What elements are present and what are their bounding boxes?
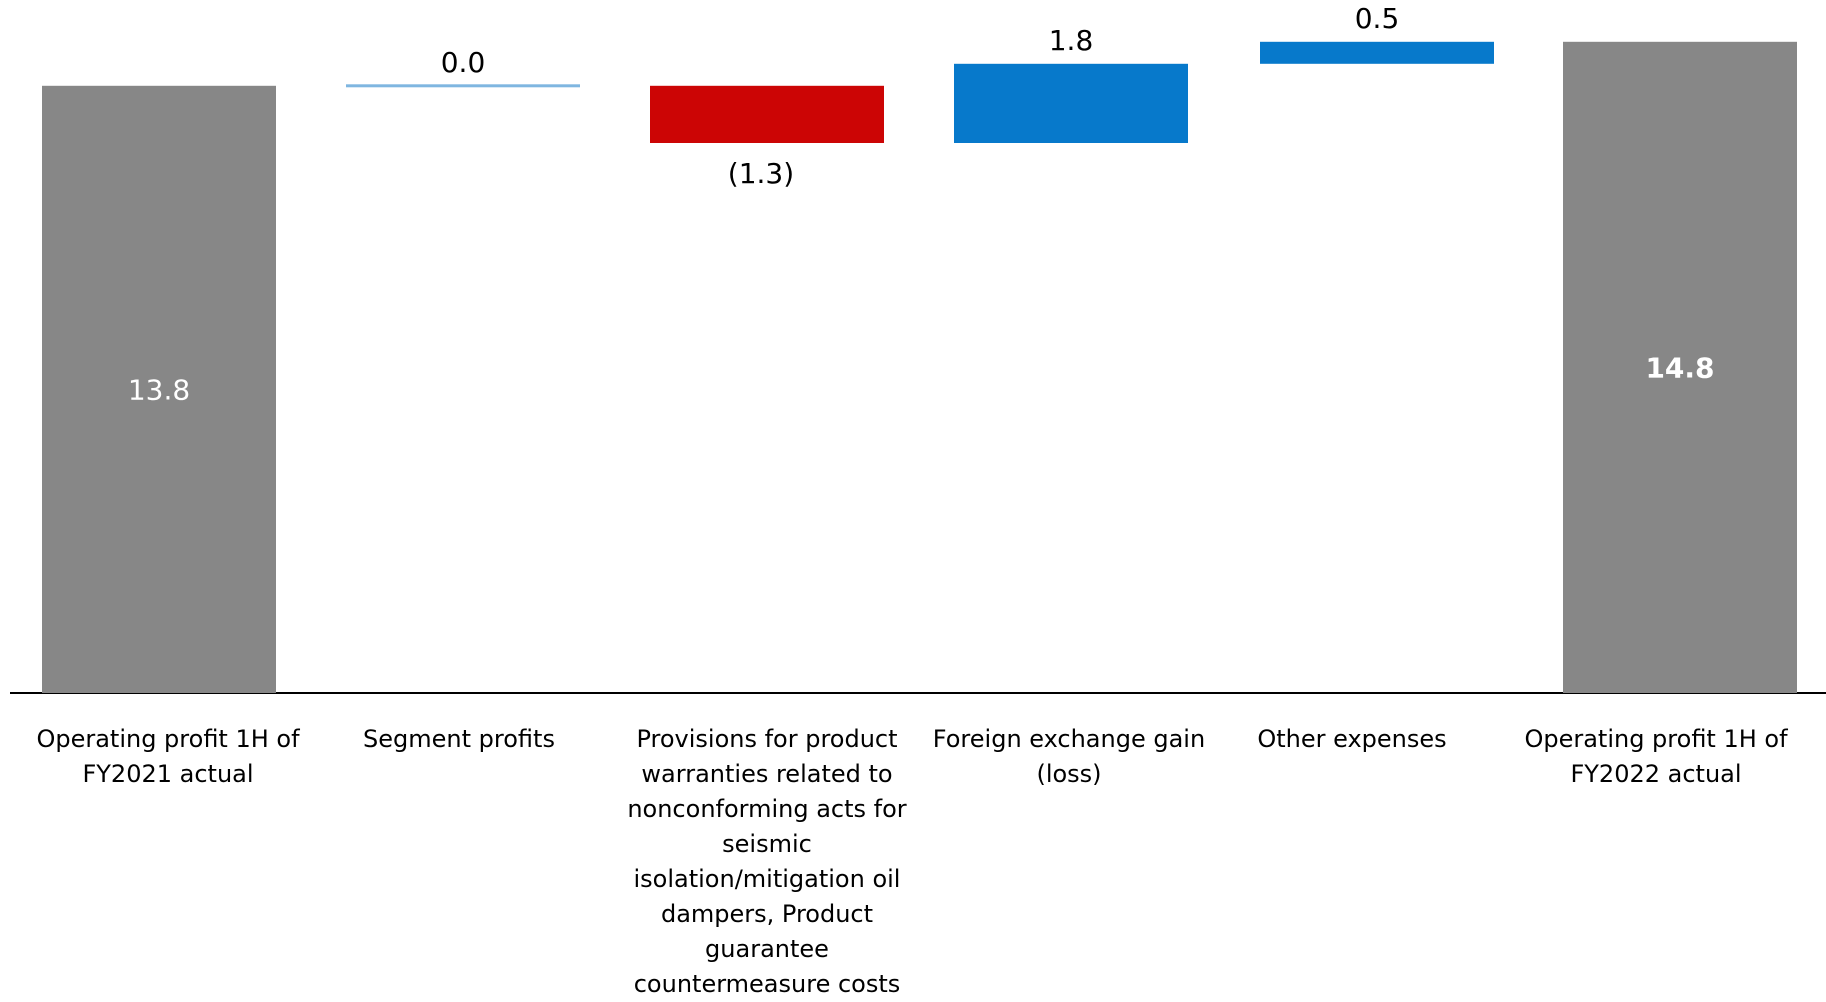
bar-4	[1260, 41, 1494, 64]
bar-0	[42, 85, 276, 694]
category-label-provisions: Provisions for product warranties relate…	[627, 725, 907, 998]
bar-2	[650, 85, 884, 143]
category-label-segment-profits: Segment profits	[363, 725, 555, 753]
data-label-2: (1.3)	[728, 157, 794, 190]
bar-1	[346, 84, 580, 88]
data-label-0: 13.8	[128, 373, 190, 406]
bar-5	[1563, 41, 1797, 694]
data-label-5: 14.8	[1645, 351, 1714, 384]
category-label-fy2021: Operating profit 1H of FY2021 actual	[36, 725, 300, 788]
data-label-1: 0.0	[441, 46, 486, 79]
category-label-fy2022: Operating profit 1H of FY2022 actual	[1524, 725, 1788, 788]
category-label-fx-gain: Foreign exchange gain (loss)	[932, 725, 1206, 788]
category-label-other-expenses: Other expenses	[1257, 725, 1447, 753]
data-label-3: 1.8	[1049, 24, 1094, 57]
bar-3	[954, 63, 1188, 143]
data-label-4: 0.5	[1355, 2, 1400, 35]
